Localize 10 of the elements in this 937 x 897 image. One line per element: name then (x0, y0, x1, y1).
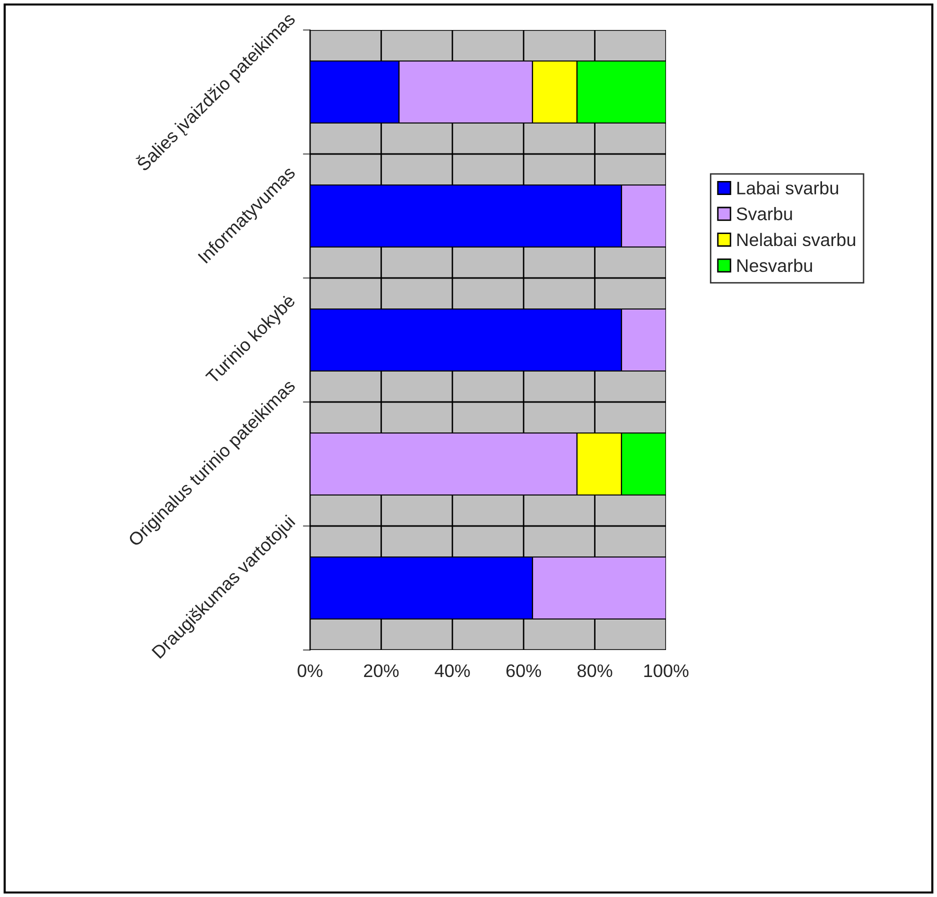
legend-label: Nelabai svarbu (737, 232, 856, 246)
legend-label: Svarbu (736, 207, 792, 220)
x-tick-label: 80% (578, 664, 612, 678)
x-tick-label: 60% (506, 664, 542, 678)
legend-label: Nesvarbu (737, 258, 812, 272)
x-tick-label: 20% (364, 664, 399, 678)
x-tick-label: 100% (644, 664, 688, 678)
x-tick-label: 40% (434, 664, 470, 678)
legend-label: Labai svarbu (737, 181, 838, 194)
x-tick-label: 0% (298, 664, 322, 678)
